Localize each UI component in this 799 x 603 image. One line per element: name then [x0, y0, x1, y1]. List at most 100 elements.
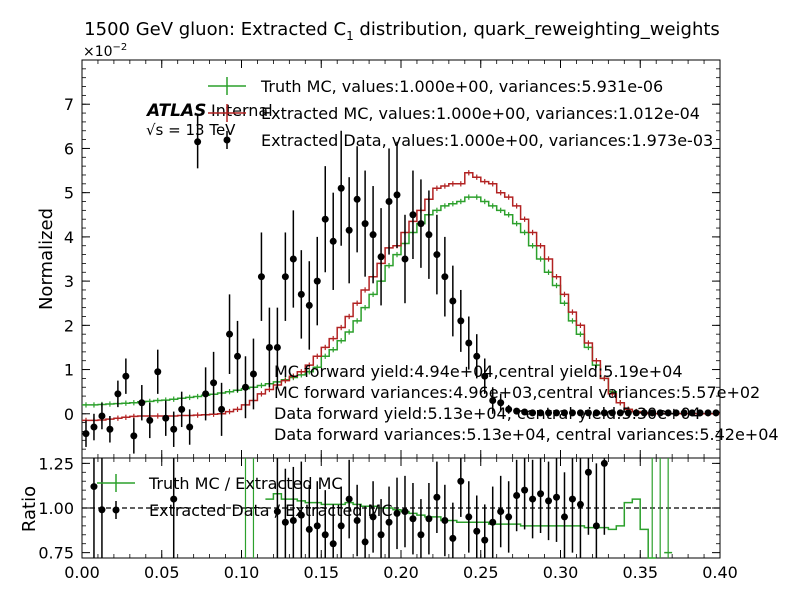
- data-point: [226, 330, 234, 338]
- data-point: [529, 409, 537, 417]
- main-series-group: [82, 115, 720, 454]
- ratio-data-point: [449, 534, 457, 542]
- ratio-legend-label-truth: Truth MC / Extracted MC: [148, 474, 343, 493]
- ratio-data-point: [584, 468, 592, 476]
- ratio-data-point: [401, 508, 409, 516]
- ratio-y-axis-label: Ratio: [19, 486, 40, 532]
- data-point: [465, 339, 473, 347]
- ratio-data-point: [497, 508, 505, 516]
- data-point: [154, 368, 162, 376]
- ratio-data-point: [553, 493, 561, 501]
- data-point: [321, 215, 329, 223]
- y-exponent-label: ×10−2: [83, 42, 127, 60]
- ratio-data-point: [281, 518, 289, 526]
- main-y-tick-label: 7: [64, 95, 74, 114]
- energy-label: √s = 13 TeV: [146, 121, 236, 139]
- data-point: [241, 383, 249, 391]
- ratio-data-point: [425, 515, 433, 523]
- main-y-tick-label: 5: [64, 184, 74, 203]
- legend-entry-extracted-mc: Extracted MC, values:1.000e+00, variance…: [208, 104, 700, 123]
- data-point: [505, 405, 513, 413]
- data-point: [433, 251, 441, 259]
- data-point: [393, 191, 401, 199]
- ratio-x-tick-label: 0.20: [383, 563, 419, 582]
- data-point: [138, 399, 146, 407]
- ratio-data-point: [441, 517, 449, 524]
- ratio-x-tick-label: 0.10: [224, 563, 260, 582]
- data-point: [353, 195, 361, 203]
- ratio-data-point: [289, 517, 297, 524]
- chart-title: 1500 GeV gluon: Extracted C1 distributio…: [84, 19, 720, 43]
- data-point: [545, 409, 553, 417]
- data-point: [162, 414, 170, 422]
- main-y-tick-label: 1: [64, 361, 74, 380]
- ratio-data-point: [337, 522, 345, 530]
- extracted-mc-histogram: [82, 172, 720, 422]
- ratio-legend-entry-data: Extracted Data / Extracted MC: [112, 501, 393, 520]
- data-point: [194, 138, 202, 146]
- data-point: [521, 408, 529, 416]
- data-point: [178, 405, 186, 413]
- main-y-tick-label: 2: [64, 316, 74, 335]
- ratio-series-group: [82, 458, 720, 559]
- ratio-data-point: [345, 495, 353, 503]
- ratio-x-tick-label: 0.40: [702, 563, 738, 582]
- data-point: [409, 211, 417, 219]
- ratio-x-tick-label: 0.00: [64, 563, 100, 582]
- data-point: [537, 409, 545, 417]
- data-point: [680, 409, 688, 417]
- data-point: [329, 237, 337, 245]
- data-point: [648, 409, 656, 417]
- data-point: [473, 352, 481, 360]
- main-y-axis-label: Normalized: [36, 208, 57, 310]
- legend-label-extracted-data: Extracted Data, values:1.000e+00, varian…: [261, 131, 713, 150]
- ratio-x-tick-label: 0.15: [303, 563, 339, 582]
- data-point: [497, 399, 505, 407]
- data-point: [210, 379, 218, 387]
- data-point: [234, 352, 242, 360]
- ratio-data-point: [329, 540, 337, 548]
- legend-entry-truth-mc: Truth MC, values:1.000e+00, variances:5.…: [208, 77, 663, 96]
- data-point: [608, 409, 616, 417]
- data-point: [273, 343, 281, 351]
- ratio-x-tick-label: 0.35: [622, 563, 658, 582]
- data-point: [704, 409, 712, 417]
- legend-label-extracted-mc: Extracted MC, values:1.000e+00, variance…: [261, 104, 700, 123]
- data-point: [417, 220, 425, 228]
- ratio-legend-label-data: Extracted Data / Extracted MC: [149, 501, 393, 520]
- data-point: [305, 301, 313, 309]
- data-point: [672, 409, 680, 417]
- ratio-data-point: [560, 513, 568, 521]
- data-point: [481, 372, 489, 380]
- data-point: [640, 409, 648, 417]
- ratio-data-point: [576, 500, 584, 508]
- ratio-panel: 0.75 1.00 1.25 0.00 0.05 0.10 0.15 0.20 0.25 0.3…: [38, 454, 737, 582]
- ratio-data-point: [98, 506, 106, 514]
- main-panel: 0 1 2 3 4 5 6 7: [64, 59, 721, 459]
- main-x-ticks: [81, 60, 721, 458]
- ratio-data-point: [353, 517, 361, 524]
- data-point: [90, 423, 98, 431]
- data-point: [265, 343, 273, 351]
- ratio-data-point: [489, 518, 497, 526]
- main-y-ticks: 0 1 2 3 4 5 6 7: [64, 68, 720, 450]
- main-y-tick-label: 6: [64, 139, 74, 158]
- main-y-tick-label: 3: [64, 272, 74, 291]
- annotation-mc-variances: MC forward variances:4.96e+03,central va…: [274, 383, 760, 402]
- ratio-data-point: [465, 513, 473, 521]
- ratio-data-point: [369, 513, 377, 521]
- data-point: [385, 198, 393, 206]
- ratio-data-point: [273, 508, 281, 516]
- ratio-data-point: [361, 538, 369, 546]
- data-point: [624, 409, 632, 417]
- ratio-data-point: [417, 531, 425, 539]
- data-point: [425, 231, 433, 239]
- data-point: [249, 370, 257, 378]
- ratio-data-point: [90, 483, 98, 491]
- data-point: [489, 397, 497, 405]
- annotation-mc-yield: MC forward yield:4.94e+04,central yield:…: [274, 362, 683, 381]
- ratio-y-tick-label: 0.75: [38, 544, 74, 563]
- ratio-data-point: [321, 531, 329, 539]
- ratio-data-point: [305, 525, 313, 533]
- data-point: [401, 255, 409, 263]
